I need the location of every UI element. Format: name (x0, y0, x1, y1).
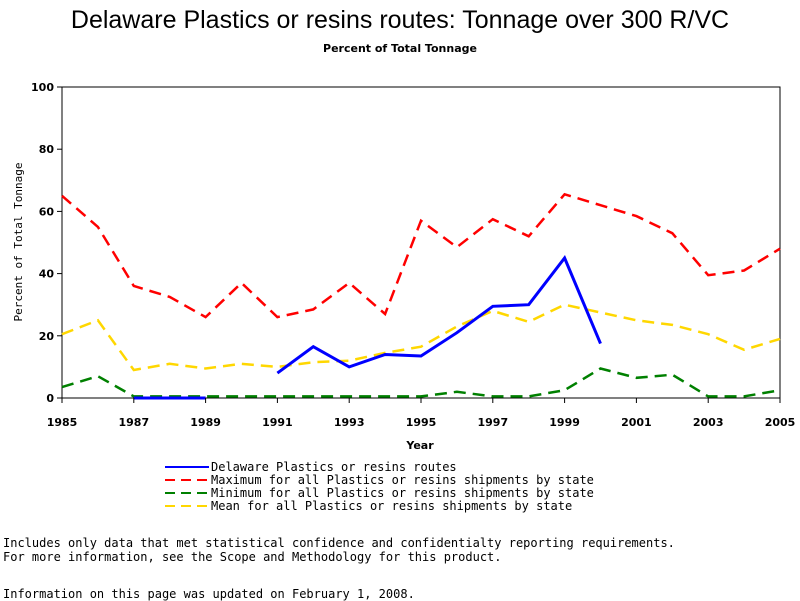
y-axis-label: Percent of Total Tonnage (12, 163, 25, 322)
series-line (61, 367, 781, 398)
x-tick-label: 1999 (549, 416, 580, 429)
x-tick-label: 2005 (765, 416, 796, 429)
chart-title: Delaware Plastics or resins routes: Tonn… (70, 6, 730, 34)
x-tick-label: 1985 (47, 416, 78, 429)
footnote-line: For more information, see the Scope and … (3, 550, 502, 564)
update-notice: Information on this page was updated on … (3, 587, 415, 601)
x-tick-label: 1989 (190, 416, 221, 429)
series-layer (61, 192, 781, 400)
y-tick-label: 60 (39, 205, 55, 218)
y-tick-label: 0 (46, 392, 54, 405)
legend-label: Mean for all Plastics or resins shipment… (211, 499, 573, 513)
x-tick-label: 1987 (118, 416, 149, 429)
y-tick-label: 100 (31, 81, 54, 94)
legend-label: Maximum for all Plastics or resins shipm… (211, 473, 594, 487)
footnotes: Includes only data that met statistical … (3, 536, 675, 564)
plot-frame (61, 86, 781, 399)
x-tick-label: 1995 (406, 416, 437, 429)
series-line (276, 255, 602, 375)
x-tick-label: 1997 (477, 416, 508, 429)
x-axis-label: Year (405, 439, 434, 452)
x-tick-label: 1993 (334, 416, 365, 429)
legend-label: Delaware Plastics or resins routes (211, 460, 457, 474)
y-tick-label: 80 (39, 143, 55, 156)
y-tick-label: 20 (39, 330, 55, 343)
footnote-line: Includes only data that met statistical … (3, 536, 675, 550)
y-tick-label: 40 (39, 268, 55, 281)
chart-subtitle: Percent of Total Tonnage (323, 42, 477, 55)
x-tick-label: 1991 (262, 416, 293, 429)
axis-layer: 1985 1987 1989 1991 1993 1995 1997 1999 2001 2003… (31, 81, 795, 429)
x-tick-label: 2003 (693, 416, 724, 429)
series-line (61, 303, 781, 372)
series-line (61, 192, 781, 319)
x-tick-label: 2001 (621, 416, 652, 429)
legend-label: Minimum for all Plastics or resins shipm… (211, 486, 594, 500)
